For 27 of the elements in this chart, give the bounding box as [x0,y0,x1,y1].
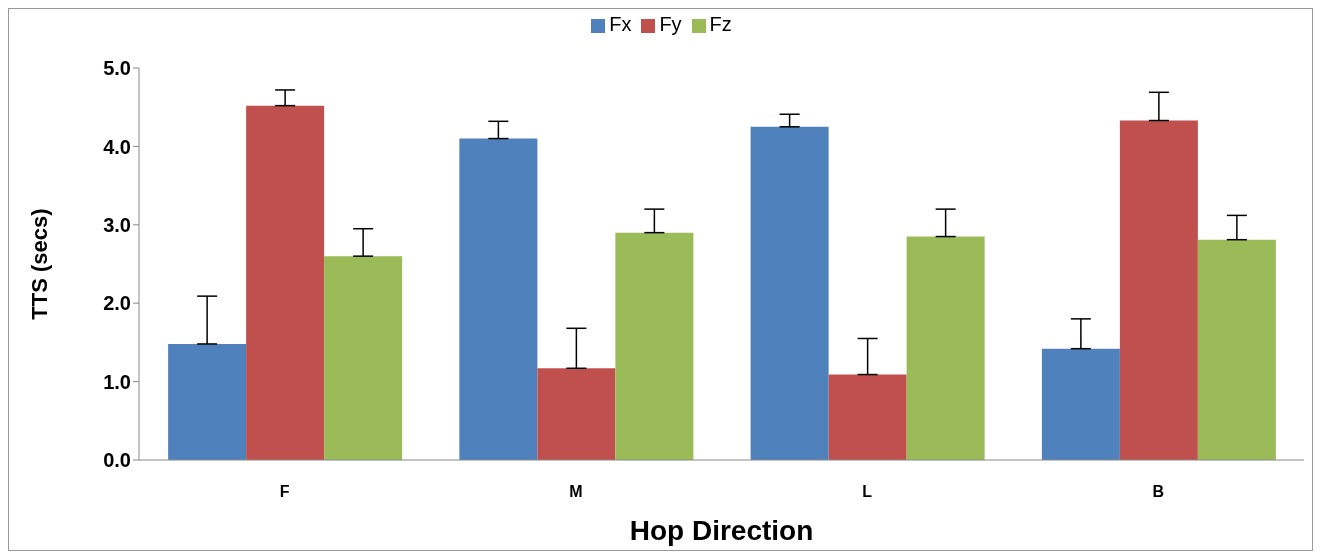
bar [246,105,325,460]
y-tick-label: 4.0 [103,135,131,158]
bar [615,232,694,460]
y-tick-label: 1.0 [103,370,131,393]
bar [324,256,403,460]
bar [168,343,247,460]
x-tick-label: L [862,483,873,501]
bar [459,138,538,460]
y-tick-label: 5.0 [103,57,131,80]
bar [1197,239,1276,460]
x-tick-label: B [1152,483,1165,501]
x-tick-label: M [569,483,583,501]
legend-label: Fx [609,13,632,35]
bar [1041,348,1120,460]
legend-label: Fy [659,13,682,35]
y-axis-title: TTS (secs) [26,208,52,320]
bar [750,126,829,460]
y-tick-label: 0.0 [103,449,131,472]
bar [537,368,616,460]
bar [828,374,907,460]
y-tick-label: 3.0 [103,213,131,236]
bar [906,236,985,460]
legend-label: Fz [709,13,732,35]
x-axis-title: Hop Direction [629,515,814,546]
bar [1119,120,1198,460]
x-tick-label: F [279,483,290,501]
y-tick-label: 2.0 [103,292,131,315]
